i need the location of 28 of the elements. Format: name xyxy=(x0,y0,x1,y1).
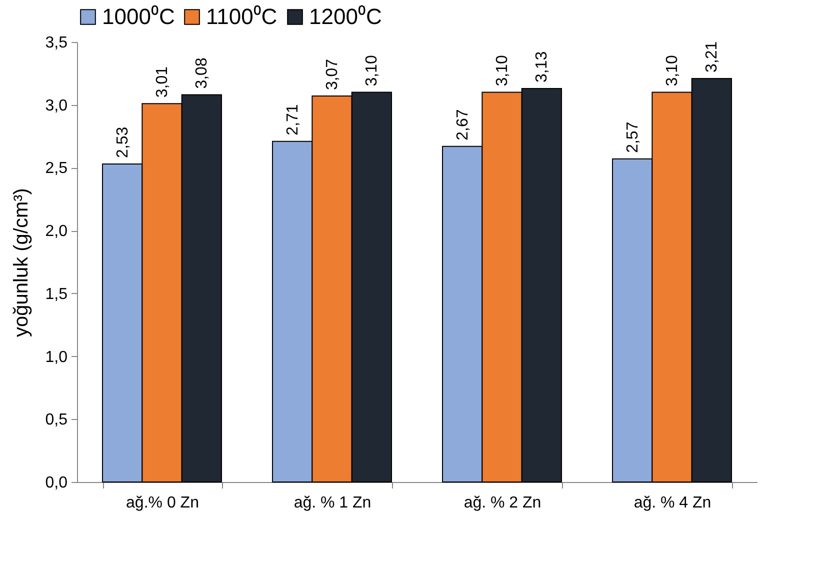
legend-label: 1200⁰C xyxy=(309,4,382,29)
y-tick-label: 2,0 xyxy=(45,223,68,240)
data-label: 2,53 xyxy=(114,126,132,158)
data-label: 2,67 xyxy=(454,109,472,140)
data-label: 3,10 xyxy=(664,55,681,86)
data-label: 2,71 xyxy=(284,104,302,136)
data-label: 3,10 xyxy=(494,55,511,86)
data-label: 3,01 xyxy=(154,66,171,98)
legend-label: 1000⁰C xyxy=(102,4,175,29)
y-tick-label: 3,5 xyxy=(45,34,68,52)
x-tick-label: ağ. % 4 Zn xyxy=(634,494,712,512)
data-label: 3,08 xyxy=(194,58,211,89)
y-tick-label: 3,0 xyxy=(45,97,68,114)
y-tick-label: 2,5 xyxy=(45,160,68,178)
y-tick-label: 0,0 xyxy=(45,474,68,492)
x-tick-label: ağ.% 0 Zn xyxy=(126,494,199,512)
y-tick-label: 0,5 xyxy=(45,412,68,429)
data-label: 3,13 xyxy=(534,51,551,83)
x-tick-label: ağ. % 1 Zn xyxy=(294,494,372,512)
data-label: 3,07 xyxy=(324,58,341,90)
x-tick-label: ağ. % 2 Zn xyxy=(464,494,542,512)
data-label: 3,21 xyxy=(704,41,721,72)
y-tick-label: 1,5 xyxy=(45,286,68,303)
y-tick-label: 1,0 xyxy=(45,348,68,366)
data-label: 3,10 xyxy=(364,55,381,86)
data-label: 2,57 xyxy=(624,122,642,153)
legend-label: 1100⁰C xyxy=(206,4,278,29)
y-axis-title: yoğunluk (g/cm³) xyxy=(10,188,32,337)
